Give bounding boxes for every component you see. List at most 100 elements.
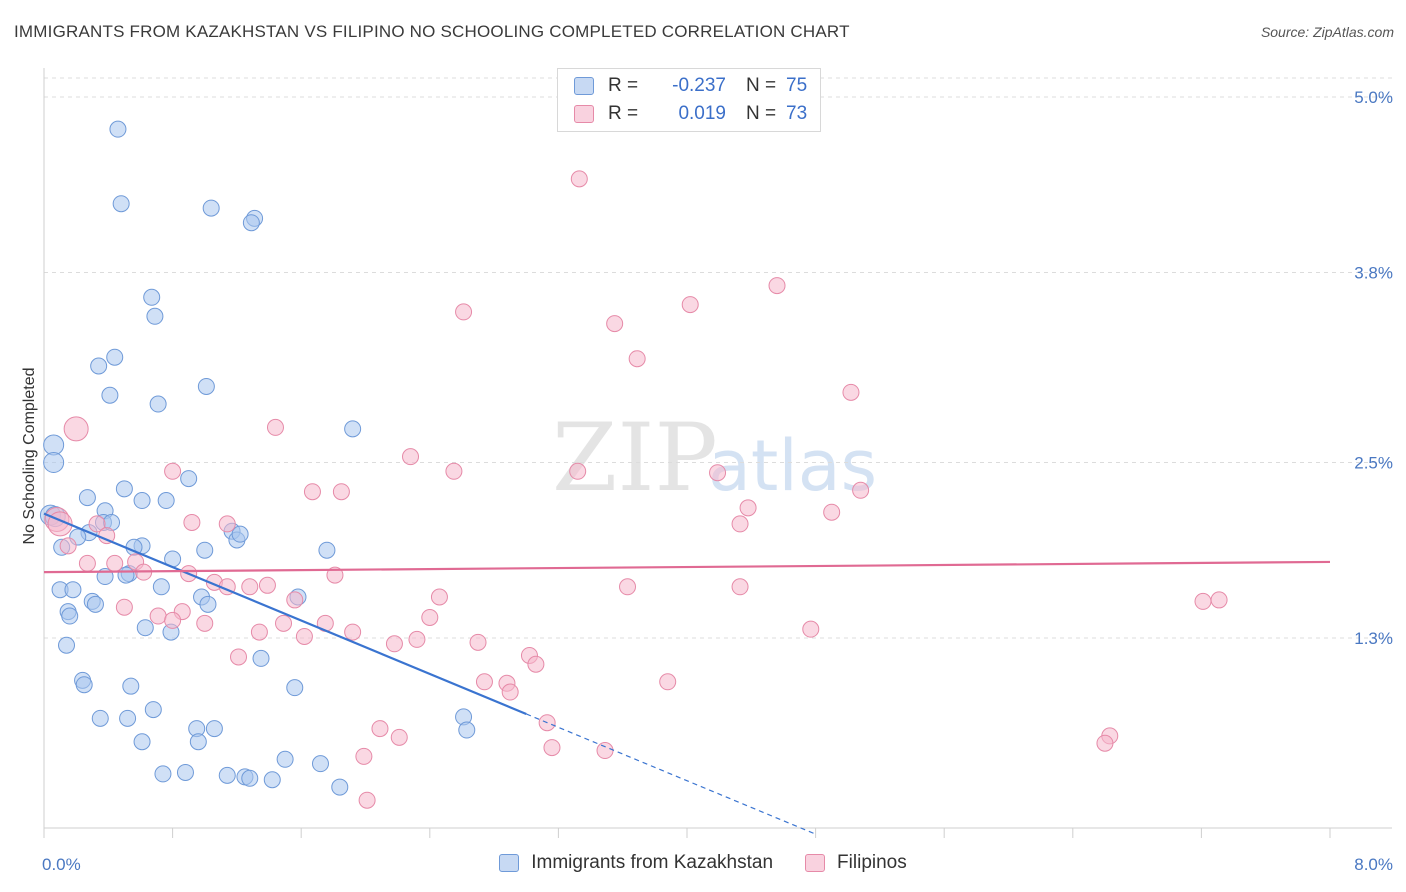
filipino-point	[355, 747, 373, 765]
kazakhstan-point	[311, 755, 329, 773]
filipino-trend-line	[43, 560, 1331, 574]
series-legend-filipinos[interactable]: Filipinos	[805, 852, 907, 874]
filipino-point	[164, 611, 182, 629]
kazakhstan-point	[146, 307, 164, 325]
kazakhstan-point	[90, 357, 108, 375]
kazakhstan-point	[136, 619, 154, 637]
kazakhstan-point	[458, 721, 476, 739]
kazakhstan-point	[122, 677, 140, 695]
filipino-point	[731, 578, 749, 596]
filipino-point	[739, 499, 757, 517]
kazakhstan-point	[152, 578, 170, 596]
filipino-point	[402, 448, 420, 466]
filipino-point	[303, 483, 321, 501]
filipino-point	[430, 588, 448, 606]
kazakhstan-point	[133, 492, 151, 510]
filipino-point	[596, 742, 614, 760]
filipino-point	[619, 578, 637, 596]
filipino-point	[408, 630, 426, 648]
filipino-point	[358, 791, 376, 809]
kazakhstan-point	[197, 377, 215, 395]
filipino-point	[606, 315, 624, 333]
kazakhstan-point	[149, 395, 167, 413]
filipino-point	[59, 537, 77, 555]
y-tick-label: 3.8%	[1354, 263, 1393, 282]
legend-swatch-kazakhstan	[574, 77, 594, 95]
kazakhstan-point	[91, 709, 109, 727]
filipino-point	[78, 554, 96, 572]
kazakhstan-point	[78, 489, 96, 507]
kazakhstan-point	[64, 581, 82, 599]
filipino-point	[421, 608, 439, 626]
filipino-point	[501, 683, 519, 701]
kazakhstan-point	[109, 120, 127, 138]
filipino-point	[802, 620, 820, 638]
filipino-point	[709, 464, 727, 482]
watermark-atlas: atlas	[708, 425, 877, 507]
filipino-point	[326, 566, 344, 584]
legend-r-label: R =	[608, 103, 639, 124]
legend-r-value: -0.237	[672, 75, 726, 96]
series-legend-label: Filipinos	[837, 852, 907, 873]
source-label: Source: ZipAtlas.com	[1260, 24, 1394, 40]
filipino-point	[106, 554, 124, 572]
filipino-point	[852, 481, 870, 499]
legend-n-value: 75	[786, 75, 808, 96]
filipino-point	[469, 633, 487, 651]
filipino-point	[164, 462, 182, 480]
kazakhstan-point	[202, 199, 220, 217]
filipino-point	[1210, 591, 1228, 609]
chart-title: IMMIGRANTS FROM KAZAKHSTAN VS FILIPINO N…	[14, 22, 850, 41]
filipino-point	[390, 728, 408, 746]
y-axis-label: No Schooling Completed	[21, 368, 38, 545]
y-tick-label: 2.5%	[1354, 454, 1393, 473]
kazakhstan-point	[252, 649, 270, 667]
kazakhstan-point	[218, 766, 236, 784]
legend-row-kazakhstan: R = -0.237 N = 75	[574, 73, 807, 99]
filipino-point	[371, 720, 389, 738]
filipino-point	[275, 614, 293, 632]
filipino-point	[196, 614, 214, 632]
series-legend-swatch-kazakhstan	[499, 854, 520, 872]
filipino-point	[628, 350, 646, 368]
filipino-point	[230, 648, 248, 666]
kazakhstan-point	[157, 492, 175, 510]
filipino-point	[659, 673, 677, 691]
kazakhstan-point	[276, 750, 294, 768]
kazakhstan-point	[43, 452, 65, 473]
kazakhstan-point	[176, 763, 194, 781]
legend-row-filipinos: R = 0.019 N = 73	[574, 101, 807, 127]
filipino-point	[250, 623, 268, 641]
kazakhstan-point	[86, 595, 104, 613]
legend-swatch-filipinos	[574, 105, 594, 123]
series-legend-kazakhstan[interactable]: Immigrants from Kazakhstan	[499, 852, 773, 874]
legend-n-label: N =	[746, 103, 777, 124]
kazakhstan-point	[263, 771, 281, 789]
filipino-point	[88, 515, 106, 533]
watermark-zip: ZIP	[552, 404, 718, 513]
filipino-point	[266, 418, 284, 436]
filipino-point	[569, 462, 587, 480]
filipino-point	[445, 462, 463, 480]
filipino-point	[115, 598, 133, 616]
kazakhstan-point	[231, 525, 249, 543]
kazakhstan-trend-extension	[526, 713, 816, 835]
series-legend-swatch-filipinos	[805, 854, 826, 872]
filipino-point	[1096, 734, 1114, 752]
x-tick-label: 0.0%	[42, 855, 81, 874]
filipino-point	[570, 170, 588, 188]
kazakhstan-point	[318, 541, 336, 559]
kazakhstan-point	[75, 676, 93, 694]
legend-n-label: N =	[746, 75, 777, 96]
filipino-point	[731, 515, 749, 533]
filipino-point	[295, 627, 313, 645]
kazakhstan-point	[199, 595, 217, 613]
kazakhstan-trend-line	[43, 512, 527, 715]
kazakhstan-point	[189, 733, 207, 751]
kazakhstan-point	[58, 636, 76, 654]
filipino-point	[241, 578, 259, 596]
filipino-point	[842, 383, 860, 401]
filipino-point	[475, 673, 493, 691]
filipino-point	[768, 277, 786, 295]
